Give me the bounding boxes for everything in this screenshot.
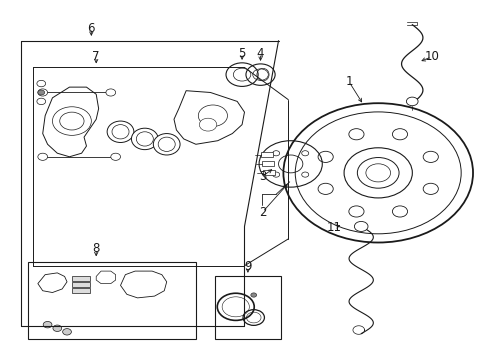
Text: 4: 4 — [256, 47, 264, 60]
Text: 5: 5 — [238, 47, 245, 60]
Text: 11: 11 — [326, 221, 341, 234]
Circle shape — [38, 90, 44, 95]
Polygon shape — [120, 271, 166, 298]
Circle shape — [52, 107, 91, 135]
Circle shape — [60, 112, 84, 130]
Circle shape — [406, 97, 417, 106]
Text: 8: 8 — [92, 242, 100, 255]
Circle shape — [354, 221, 367, 231]
Bar — [215, 276, 281, 339]
Circle shape — [62, 329, 71, 335]
Ellipse shape — [107, 121, 134, 143]
Text: 7: 7 — [92, 50, 100, 63]
Polygon shape — [174, 91, 244, 144]
Bar — [72, 282, 90, 287]
Ellipse shape — [136, 132, 153, 146]
Circle shape — [53, 325, 61, 332]
Circle shape — [199, 118, 216, 131]
Text: 3: 3 — [258, 170, 265, 183]
Polygon shape — [96, 271, 116, 284]
Text: 6: 6 — [87, 22, 95, 35]
Circle shape — [198, 105, 227, 126]
Bar — [72, 276, 90, 281]
Polygon shape — [42, 87, 99, 157]
Ellipse shape — [158, 137, 175, 152]
Bar — [263, 170, 275, 175]
Text: 1: 1 — [345, 75, 352, 88]
Ellipse shape — [112, 125, 129, 139]
Circle shape — [111, 153, 120, 160]
Ellipse shape — [153, 134, 180, 155]
Text: 9: 9 — [244, 260, 251, 273]
Bar — [262, 161, 274, 166]
Circle shape — [43, 321, 52, 328]
Bar — [28, 262, 196, 339]
Bar — [261, 153, 273, 157]
Circle shape — [38, 89, 47, 96]
Bar — [72, 288, 90, 293]
Circle shape — [106, 89, 116, 96]
Circle shape — [250, 293, 256, 297]
Polygon shape — [38, 273, 67, 293]
Circle shape — [38, 153, 47, 160]
Text: 2: 2 — [258, 206, 265, 219]
Ellipse shape — [131, 128, 158, 150]
Text: 10: 10 — [424, 50, 438, 63]
